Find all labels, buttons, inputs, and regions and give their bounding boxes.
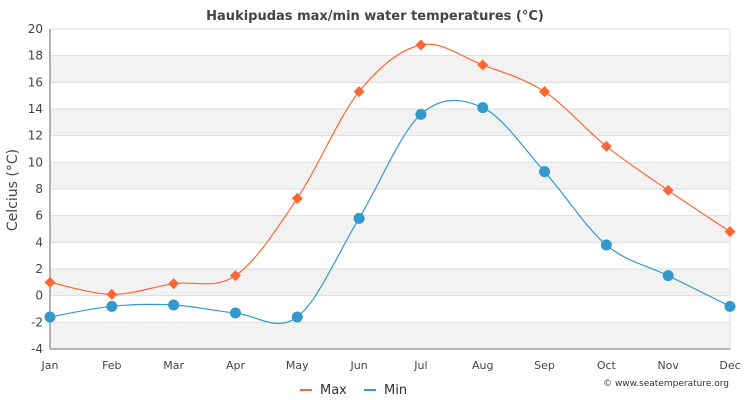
y-tick-label: 6 bbox=[35, 209, 43, 223]
legend-item-min[interactable]: Min bbox=[364, 383, 407, 398]
data-point-min[interactable] bbox=[44, 311, 56, 323]
plot-band bbox=[50, 269, 730, 296]
data-point-min[interactable] bbox=[724, 300, 736, 312]
x-tick-label: Jan bbox=[41, 359, 59, 372]
x-tick-label: Jul bbox=[413, 359, 427, 372]
data-point-min[interactable] bbox=[168, 299, 180, 311]
x-tick-label: Feb bbox=[102, 359, 121, 372]
y-tick-label: 12 bbox=[28, 129, 43, 143]
plot-bands bbox=[50, 55, 730, 349]
data-point-max[interactable] bbox=[415, 39, 427, 51]
x-tick-label: Dec bbox=[719, 359, 740, 372]
series-layer bbox=[44, 39, 736, 325]
y-tick-label: 8 bbox=[35, 182, 43, 196]
y-tick-label: 2 bbox=[35, 262, 43, 276]
data-point-max[interactable] bbox=[477, 59, 489, 71]
y-tick-label: 10 bbox=[28, 155, 43, 169]
x-tick-label: Apr bbox=[226, 359, 246, 372]
plot-band bbox=[50, 215, 730, 243]
y-tick-label: 18 bbox=[28, 49, 43, 63]
data-point-min[interactable] bbox=[106, 300, 118, 312]
x-tick-label: Jun bbox=[349, 359, 367, 372]
data-point-max[interactable] bbox=[168, 278, 180, 290]
plot-band bbox=[50, 162, 730, 189]
data-point-max[interactable] bbox=[353, 86, 365, 98]
x-tick-label: May bbox=[286, 359, 309, 372]
data-point-max[interactable] bbox=[600, 140, 612, 152]
y-tick-label: 20 bbox=[28, 22, 43, 36]
y-ticks: -4 -2 0 2 4 6 8 10 12 14 16 18 20 bbox=[28, 22, 43, 356]
y-tick-label: -2 bbox=[31, 315, 43, 329]
plot-band bbox=[50, 109, 730, 136]
data-point-max[interactable] bbox=[539, 86, 551, 98]
data-point-max[interactable] bbox=[291, 192, 303, 204]
x-tick-label: Aug bbox=[472, 359, 493, 372]
series-max bbox=[44, 39, 736, 300]
data-point-max[interactable] bbox=[662, 184, 674, 196]
x-ticks: Jan Feb Mar Apr May Jun Jul Aug Sep Oct Nov Dec bbox=[41, 359, 741, 372]
data-point-min[interactable] bbox=[662, 270, 674, 282]
x-tick-label: Sep bbox=[534, 359, 555, 372]
data-point-min[interactable] bbox=[477, 102, 489, 114]
data-point-max[interactable] bbox=[44, 276, 56, 288]
plot-band bbox=[50, 55, 730, 83]
x-tick-label: Nov bbox=[657, 359, 679, 372]
x-tick-label: Mar bbox=[163, 359, 184, 372]
data-point-min[interactable] bbox=[415, 108, 427, 120]
data-point-min[interactable] bbox=[600, 239, 612, 251]
chart-title: Haukipudas max/min water temperatures (°… bbox=[206, 9, 544, 24]
y-tick-label: 4 bbox=[35, 235, 43, 249]
series-min bbox=[44, 99, 736, 325]
legend-min-label: Min bbox=[384, 383, 407, 398]
y-axis-label: Celcius (°C) bbox=[5, 149, 21, 231]
data-point-max[interactable] bbox=[724, 226, 736, 238]
legend-max-label: Max bbox=[320, 383, 347, 398]
data-point-max[interactable] bbox=[106, 288, 118, 300]
data-point-min[interactable] bbox=[353, 212, 365, 224]
y-tick-label: 0 bbox=[35, 289, 43, 303]
plot-band bbox=[50, 322, 730, 349]
y-tick-label: 14 bbox=[28, 102, 43, 116]
x-tick-label: Oct bbox=[597, 359, 617, 372]
data-point-min[interactable] bbox=[291, 311, 303, 323]
y-tick-label: -4 bbox=[31, 342, 43, 356]
data-point-min[interactable] bbox=[229, 307, 241, 319]
legend-item-max[interactable]: Max bbox=[300, 383, 347, 398]
credit-link[interactable]: © www.seatemperature.org bbox=[603, 379, 729, 389]
legend: Max Min bbox=[300, 383, 407, 398]
data-point-min[interactable] bbox=[539, 166, 551, 178]
data-point-max[interactable] bbox=[229, 270, 241, 282]
y-tick-label: 16 bbox=[28, 75, 43, 89]
